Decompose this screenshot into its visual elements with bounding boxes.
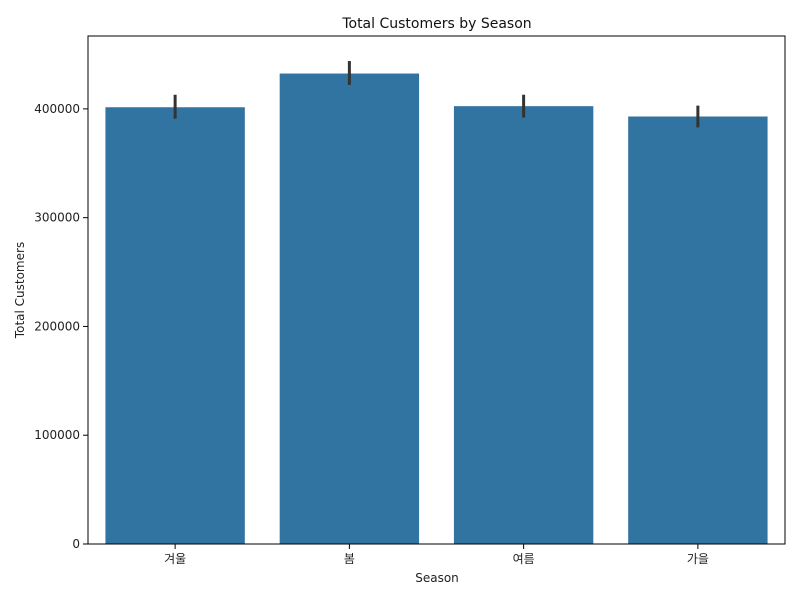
y-axis-label: Total Customers — [13, 242, 27, 339]
y-tick-label-2: 200000 — [34, 319, 80, 333]
bar-0 — [105, 107, 245, 544]
x-tick-label-2: 여름 — [513, 552, 535, 566]
y-tick-label-4: 400000 — [34, 102, 80, 116]
bar-2 — [453, 106, 594, 544]
x-axis-label: Season — [415, 571, 459, 585]
bar-3 — [628, 116, 768, 544]
x-tick-label-3: 가을 — [687, 552, 709, 566]
bar-1 — [279, 73, 420, 545]
chart-title: Total Customers by Season — [341, 16, 531, 32]
y-tick-label-0: 0 — [72, 537, 80, 551]
plot-area: 0 100000 200000 300000 400000 겨울 봄 여름 가을 — [34, 35, 786, 566]
y-tick-label-1: 100000 — [34, 428, 80, 442]
plot-frame — [87, 35, 786, 545]
x-tick-label-1: 봄 — [344, 552, 355, 566]
x-tick-label-0: 겨울 — [164, 552, 186, 566]
y-tick-label-3: 300000 — [34, 211, 80, 225]
